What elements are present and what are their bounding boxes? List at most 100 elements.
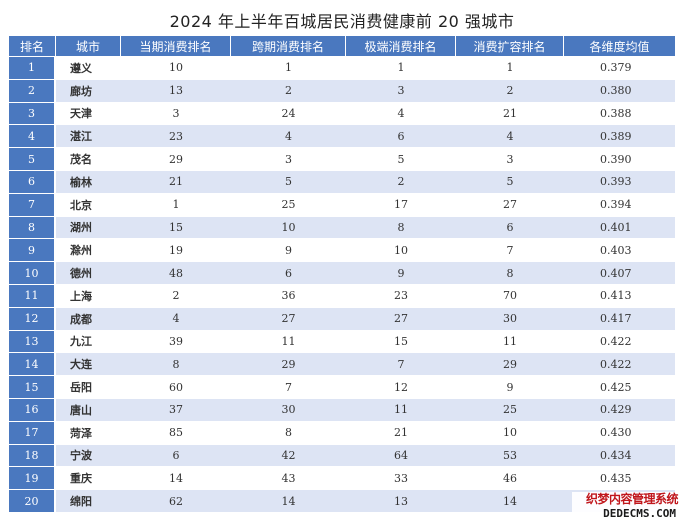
rank-cell: 8	[9, 215, 56, 239]
expansion-rank-cell: 21	[456, 101, 564, 125]
current-rank-cell: 21	[121, 169, 231, 193]
intertemporal-rank-cell: 6	[231, 261, 346, 284]
extreme-rank-cell: 4	[346, 101, 456, 125]
rank-cell: 10	[9, 261, 56, 284]
intertemporal-rank-cell: 9	[231, 238, 346, 262]
extreme-rank-cell: 10	[346, 238, 456, 262]
city-cell: 大连	[56, 352, 121, 376]
average-cell: 0.393	[564, 169, 675, 193]
current-rank-cell: 15	[121, 215, 231, 239]
average-cell: 0.380	[564, 78, 675, 102]
current-rank-cell: 6	[121, 443, 231, 467]
current-rank-cell: 60	[121, 375, 231, 398]
city-cell: 湛江	[56, 124, 121, 148]
intertemporal-rank-cell: 7	[231, 375, 346, 398]
city-cell: 上海	[56, 283, 121, 307]
expansion-rank-cell: 2	[456, 78, 564, 102]
expansion-rank-cell: 11	[456, 329, 564, 353]
expansion-rank-cell: 8	[456, 261, 564, 284]
current-rank-cell: 29	[121, 147, 231, 170]
rank-cell: 17	[9, 420, 56, 444]
header-intertemporal-rank[interactable]: 跨期消费排名	[231, 36, 346, 56]
extreme-rank-cell: 7	[346, 352, 456, 376]
city-cell: 天津	[56, 101, 121, 125]
table-row: 19 重庆 14 43 33 46 0.435	[9, 466, 675, 490]
current-rank-cell: 48	[121, 261, 231, 284]
average-cell: 0.425	[564, 375, 675, 398]
table-row: 14 大连 8 29 7 29 0.422	[9, 352, 675, 376]
extreme-rank-cell: 12	[346, 375, 456, 398]
table-row: 10 德州 48 6 9 8 0.407	[9, 261, 675, 284]
city-cell: 绵阳	[56, 489, 121, 512]
current-rank-cell: 85	[121, 420, 231, 444]
header-average[interactable]: 各维度均值	[564, 36, 675, 56]
expansion-rank-cell: 53	[456, 443, 564, 467]
extreme-rank-cell: 33	[346, 466, 456, 490]
extreme-rank-cell: 15	[346, 329, 456, 353]
rank-cell: 3	[9, 101, 56, 125]
current-rank-cell: 2	[121, 283, 231, 307]
average-cell: 0.403	[564, 238, 675, 262]
intertemporal-rank-cell: 10	[231, 215, 346, 239]
intertemporal-rank-cell: 29	[231, 352, 346, 376]
rank-cell: 6	[9, 169, 56, 193]
expansion-rank-cell: 6	[456, 215, 564, 239]
table-row: 17 菏泽 85 8 21 10 0.430	[9, 420, 675, 444]
current-rank-cell: 8	[121, 352, 231, 376]
rank-cell: 2	[9, 78, 56, 102]
table-header-row: 排名 城市 当期消费排名 跨期消费排名 极端消费排名 消费扩容排名 各维度均值	[9, 36, 675, 56]
header-rank[interactable]: 排名	[9, 36, 56, 56]
extreme-rank-cell: 23	[346, 283, 456, 307]
rank-cell: 11	[9, 283, 56, 307]
rank-cell: 7	[9, 192, 56, 216]
intertemporal-rank-cell: 43	[231, 466, 346, 490]
intertemporal-rank-cell: 24	[231, 101, 346, 125]
extreme-rank-cell: 17	[346, 192, 456, 216]
header-current-rank[interactable]: 当期消费排名	[121, 36, 231, 56]
intertemporal-rank-cell: 25	[231, 192, 346, 216]
average-cell: 0.422	[564, 329, 675, 353]
average-cell: 0.407	[564, 261, 675, 284]
extreme-rank-cell: 1	[346, 56, 456, 79]
city-cell: 滁州	[56, 238, 121, 262]
current-rank-cell: 13	[121, 78, 231, 102]
table-row: 3 天津 3 24 4 21 0.388	[9, 101, 675, 125]
rank-cell: 1	[9, 56, 56, 79]
rank-cell: 4	[9, 124, 56, 148]
extreme-rank-cell: 3	[346, 78, 456, 102]
header-expansion-rank[interactable]: 消费扩容排名	[456, 36, 564, 56]
expansion-rank-cell: 4	[456, 124, 564, 148]
average-cell: 0.417	[564, 306, 675, 330]
extreme-rank-cell: 21	[346, 420, 456, 444]
city-cell: 菏泽	[56, 420, 121, 444]
city-cell: 重庆	[56, 466, 121, 490]
rank-cell: 14	[9, 352, 56, 376]
header-extreme-rank[interactable]: 极端消费排名	[346, 36, 456, 56]
rank-cell: 20	[9, 489, 56, 512]
rank-cell: 18	[9, 443, 56, 467]
extreme-rank-cell: 9	[346, 261, 456, 284]
rank-cell: 15	[9, 375, 56, 398]
intertemporal-rank-cell: 2	[231, 78, 346, 102]
average-cell: 0.435	[564, 466, 675, 490]
extreme-rank-cell: 2	[346, 169, 456, 193]
city-cell: 九江	[56, 329, 121, 353]
table-row: 13 九江 39 11 15 11 0.422	[9, 329, 675, 353]
header-city[interactable]: 城市	[56, 36, 121, 56]
extreme-rank-cell: 8	[346, 215, 456, 239]
average-cell: 0.422	[564, 352, 675, 376]
current-rank-cell: 10	[121, 56, 231, 79]
extreme-rank-cell: 11	[346, 397, 456, 421]
expansion-rank-cell: 1	[456, 56, 564, 79]
city-cell: 唐山	[56, 397, 121, 421]
city-cell: 德州	[56, 261, 121, 284]
average-cell: 0.390	[564, 147, 675, 170]
intertemporal-rank-cell: 30	[231, 397, 346, 421]
average-cell: 0.434	[564, 443, 675, 467]
table-row: 6 榆林 21 5 2 5 0.393	[9, 169, 675, 193]
average-cell: 0.389	[564, 124, 675, 148]
table-row: 12 成都 4 27 27 30 0.417	[9, 306, 675, 330]
rank-cell: 13	[9, 329, 56, 353]
average-cell: 0.394	[564, 192, 675, 216]
average-cell: 0.401	[564, 215, 675, 239]
